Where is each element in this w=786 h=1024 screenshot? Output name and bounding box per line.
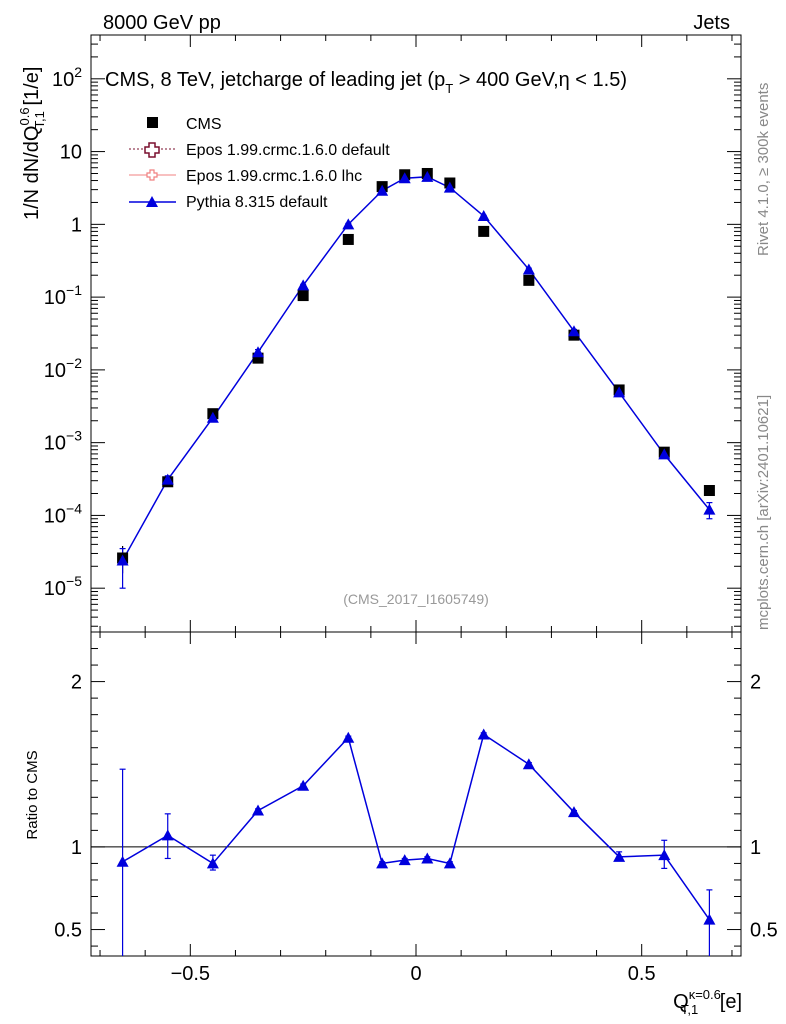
ratio-point xyxy=(398,854,411,866)
ratio-point xyxy=(443,857,456,869)
ratio-point xyxy=(567,806,580,818)
ratio-y-axis-label: Ratio to CMS xyxy=(24,750,41,839)
main-series-layer xyxy=(116,167,716,589)
y-tick-label: 10−2 xyxy=(44,355,82,382)
rivet-label: Rivet 4.1.0, ≥ 300k events xyxy=(755,83,772,256)
y-tick-label: 10−1 xyxy=(44,282,82,309)
ratio-point xyxy=(297,779,310,791)
legend-marker-cms xyxy=(147,117,158,128)
cms-point xyxy=(703,485,715,497)
pythia-point xyxy=(613,386,626,398)
y-tick-label: 1 xyxy=(71,214,82,236)
legend-label-cms: CMS xyxy=(186,116,222,133)
ratio-point xyxy=(116,855,129,867)
ratio-y-tick-label-left: 0.5 xyxy=(54,920,82,942)
ratio-point xyxy=(658,849,671,861)
analysis-watermark: (CMS_2017_I1605749) xyxy=(343,591,489,607)
ratio-point xyxy=(703,913,716,925)
legend-marker-pythia xyxy=(146,196,158,207)
ratio-panel-frame xyxy=(90,631,742,957)
pythia-point xyxy=(206,411,219,423)
ratio-point xyxy=(477,728,490,740)
pythia-point xyxy=(297,279,310,291)
cms-point xyxy=(342,233,354,245)
ratio-x-tick-labels: −0.5 0 0.5 xyxy=(171,963,656,985)
x-tick-label: 0.5 xyxy=(628,963,656,985)
pythia-point xyxy=(443,181,456,193)
main-title: CMS, 8 TeV, jetcharge of leading jet (pT… xyxy=(105,69,627,96)
pythia-point xyxy=(342,218,355,230)
legend: CMS Epos 1.99.crmc.1.6.0 default Epos 1.… xyxy=(129,116,390,211)
pythia-point xyxy=(477,210,490,222)
main-y-tick-labels: 10−5 10−4 10−3 10−2 10−1 1 10 102 xyxy=(44,64,82,600)
pythia-point xyxy=(116,554,129,566)
pythia-point xyxy=(658,448,671,460)
ratio-point xyxy=(613,850,626,862)
ratio-point xyxy=(161,829,174,841)
x-tick-label: −0.5 xyxy=(171,963,210,985)
ratio-series-layer xyxy=(91,728,741,956)
legend-marker-epos-lhc xyxy=(146,169,158,181)
y-tick-label: 10−5 xyxy=(44,573,82,600)
ratio-y-tick-label-right: 0.5 xyxy=(750,920,778,942)
pythia-line xyxy=(121,176,710,561)
pythia-point xyxy=(398,172,411,184)
cms-point xyxy=(523,274,535,286)
mcplots-label: mcplots.cern.ch [arXiv:2401.10621] xyxy=(755,395,772,630)
ratio-y-tick-label-right: 1 xyxy=(750,837,761,859)
ratio-point xyxy=(522,758,535,770)
ratio-y-tick-labels: 0.5 0.5 1 1 2 2 xyxy=(54,672,778,942)
ratio-line xyxy=(122,733,711,921)
pythia-point xyxy=(567,325,580,337)
y-tick-label: 10−3 xyxy=(44,428,82,455)
pythia-point xyxy=(421,170,434,182)
x-tick-label: 0 xyxy=(410,963,421,985)
ratio-point xyxy=(206,857,219,869)
ratio-axis-ticks xyxy=(91,632,741,956)
header-left: 8000 GeV pp xyxy=(103,12,221,34)
pythia-point xyxy=(252,346,265,358)
ratio-point xyxy=(252,804,265,816)
cms-point xyxy=(478,225,490,237)
ratio-y-tick-label-right: 2 xyxy=(750,672,761,694)
pythia-point xyxy=(522,263,535,275)
pythia-point xyxy=(161,473,174,485)
y-tick-label: 102 xyxy=(52,64,82,91)
pythia-point xyxy=(703,503,716,515)
legend-marker-epos-default xyxy=(144,142,160,158)
legend-label-epos-default: Epos 1.99.crmc.1.6.0 default xyxy=(186,142,390,159)
legend-label-epos-lhc: Epos 1.99.crmc.1.6.0 lhc xyxy=(186,168,362,185)
ratio-y-tick-label-left: 1 xyxy=(71,837,82,859)
y-tick-label: 10−4 xyxy=(44,500,82,527)
pythia-point xyxy=(376,184,389,196)
x-axis-label: Qκ=0.6 T,1 [e] xyxy=(673,987,742,1017)
cms-point xyxy=(252,352,264,364)
header-right: Jets xyxy=(693,12,730,34)
y-tick-label: 10 xyxy=(60,142,82,164)
cms-point xyxy=(297,290,309,302)
ratio-y-tick-label-left: 2 xyxy=(71,672,82,694)
ratio-point xyxy=(376,857,389,869)
main-y-axis-label: 1/N dN/dQ0.6T,1 [1/e] xyxy=(17,67,47,220)
ratio-point xyxy=(421,852,434,864)
ratio-point xyxy=(342,731,355,743)
legend-label-pythia: Pythia 8.315 default xyxy=(186,194,328,211)
main-axis-ticks xyxy=(91,34,741,632)
